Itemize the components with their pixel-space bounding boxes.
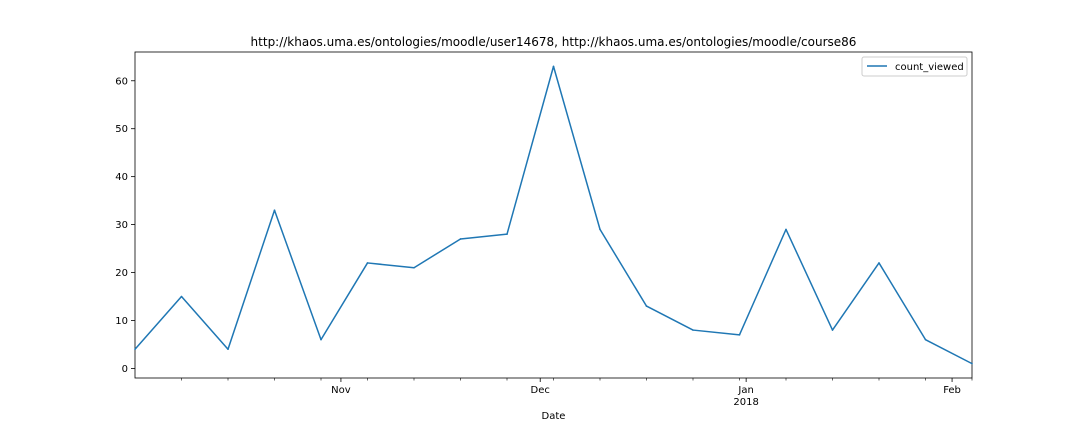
legend: count_viewed [861, 56, 968, 77]
y-tick-label: 40 [115, 172, 128, 183]
y-tick-label: 30 [115, 220, 128, 231]
legend-label: count_viewed [895, 62, 964, 73]
data-point [785, 228, 787, 231]
data-point [599, 228, 601, 231]
y-tick-label: 60 [115, 76, 128, 87]
data-point [878, 262, 880, 264]
data-point [180, 295, 183, 298]
data-point [924, 338, 927, 341]
series-line-count_viewed [134, 65, 973, 365]
x-tick-label: Jan [737, 385, 753, 396]
y-tick-label: 10 [115, 316, 128, 327]
data-point [692, 329, 694, 331]
y-tick-label: 50 [115, 124, 128, 135]
x-axis-label: Date [542, 411, 566, 422]
x-tick-label: Feb [943, 385, 961, 396]
data-point [273, 209, 276, 212]
x-tick-label: Nov [331, 385, 351, 396]
data-point [738, 334, 741, 336]
data-point [459, 238, 462, 240]
y-tick-label: 20 [115, 268, 128, 279]
legend-box [861, 56, 968, 77]
data-point [506, 233, 508, 235]
x-tick-label: Dec [531, 385, 550, 396]
data-point [971, 362, 973, 365]
data-point [366, 262, 369, 264]
x-tick-sublabel: 2018 [733, 397, 758, 408]
data-point [320, 338, 322, 341]
data-point [227, 348, 229, 351]
data-point [645, 305, 648, 307]
plot-frame [134, 51, 973, 379]
chart-title: http://khaos.uma.es/ontologies/moodle/us… [251, 35, 857, 49]
data-point [134, 348, 136, 351]
data-point [413, 266, 415, 269]
data-point [831, 329, 834, 331]
data-point [552, 65, 555, 68]
y-tick-label: 0 [122, 364, 128, 375]
